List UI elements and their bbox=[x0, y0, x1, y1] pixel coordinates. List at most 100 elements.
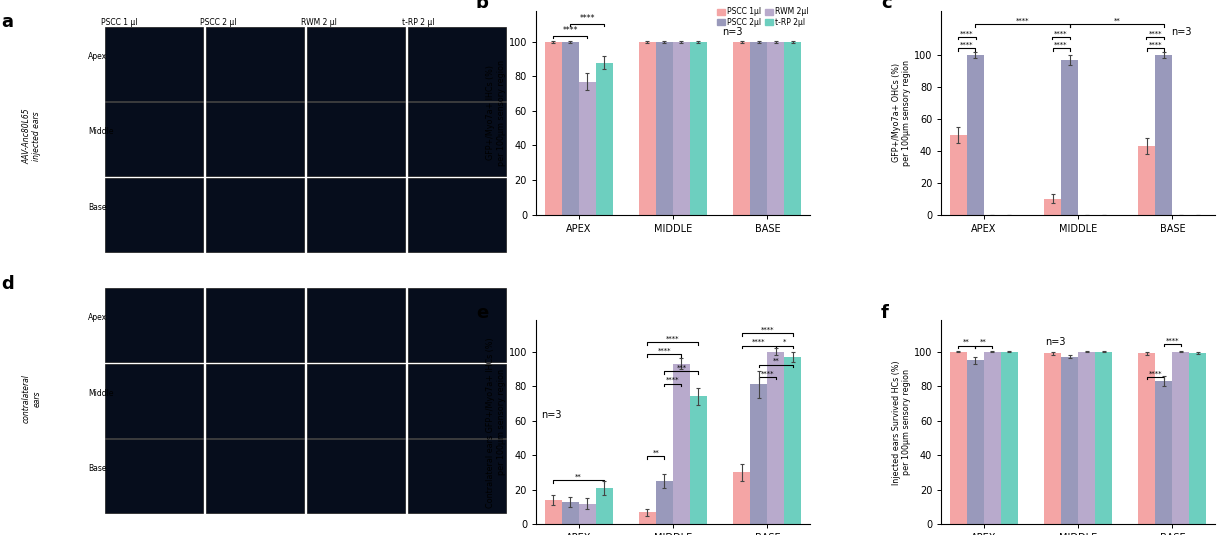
Bar bbox=[579, 503, 596, 524]
Y-axis label: Contralateral ears GFP+/Myo7a+ IHCs (%)
per 100μm sensory region: Contralateral ears GFP+/Myo7a+ IHCs (%) … bbox=[486, 337, 505, 508]
FancyBboxPatch shape bbox=[206, 439, 304, 514]
Text: **: ** bbox=[963, 339, 969, 345]
Text: ****: **** bbox=[563, 26, 578, 35]
Text: n=3: n=3 bbox=[542, 410, 562, 421]
Bar bbox=[673, 42, 690, 215]
Text: ****: **** bbox=[658, 348, 672, 354]
Text: **: ** bbox=[652, 450, 659, 456]
Text: d: d bbox=[1, 275, 13, 293]
Text: ****: **** bbox=[1149, 42, 1162, 48]
FancyBboxPatch shape bbox=[105, 364, 203, 438]
Bar bbox=[967, 360, 984, 524]
Bar bbox=[545, 42, 562, 215]
Bar bbox=[1078, 351, 1095, 524]
Bar bbox=[1172, 351, 1189, 524]
Bar bbox=[673, 364, 690, 524]
FancyBboxPatch shape bbox=[105, 27, 203, 101]
Bar bbox=[1155, 55, 1172, 215]
FancyBboxPatch shape bbox=[408, 178, 507, 251]
FancyBboxPatch shape bbox=[206, 27, 304, 101]
Text: ****: **** bbox=[1016, 18, 1029, 24]
Text: b: b bbox=[476, 0, 488, 12]
Text: ***: *** bbox=[676, 365, 686, 371]
Text: ****: **** bbox=[579, 14, 595, 24]
Bar bbox=[784, 357, 801, 524]
Text: RWM 2 μl: RWM 2 μl bbox=[300, 18, 337, 27]
FancyBboxPatch shape bbox=[105, 102, 203, 176]
Y-axis label: Injected ears Survived HCs (%)
per 100μm sensory region: Injected ears Survived HCs (%) per 100μm… bbox=[891, 360, 911, 485]
FancyBboxPatch shape bbox=[408, 102, 507, 176]
Bar bbox=[1189, 353, 1206, 524]
Text: n=3: n=3 bbox=[1045, 337, 1066, 347]
Text: c: c bbox=[882, 0, 891, 12]
Bar bbox=[1095, 351, 1112, 524]
Bar bbox=[579, 81, 596, 215]
Bar bbox=[1138, 353, 1155, 524]
Bar bbox=[639, 512, 656, 524]
Text: ****: **** bbox=[752, 339, 766, 345]
Text: e: e bbox=[476, 304, 488, 322]
Bar bbox=[1061, 60, 1078, 215]
FancyBboxPatch shape bbox=[408, 439, 507, 514]
FancyBboxPatch shape bbox=[206, 102, 304, 176]
Text: n=3: n=3 bbox=[1171, 27, 1192, 37]
Bar bbox=[984, 351, 1001, 524]
Bar bbox=[950, 135, 967, 215]
Text: ****: **** bbox=[761, 370, 774, 376]
Bar bbox=[690, 396, 707, 524]
FancyBboxPatch shape bbox=[105, 439, 203, 514]
FancyBboxPatch shape bbox=[408, 27, 507, 101]
Bar bbox=[767, 351, 784, 524]
Bar bbox=[562, 502, 579, 524]
Text: **: ** bbox=[773, 358, 779, 364]
Bar bbox=[734, 472, 751, 524]
Text: ****: **** bbox=[667, 336, 680, 342]
FancyBboxPatch shape bbox=[206, 364, 304, 438]
Text: contralateral
ears: contralateral ears bbox=[22, 374, 42, 423]
Text: ****: **** bbox=[761, 327, 774, 333]
FancyBboxPatch shape bbox=[308, 178, 405, 251]
Bar bbox=[545, 500, 562, 524]
Bar bbox=[1001, 351, 1017, 524]
Legend: PSCC 1μl, PSCC 2μl, RWM 2μl, t-RP 2μl: PSCC 1μl, PSCC 2μl, RWM 2μl, t-RP 2μl bbox=[714, 4, 812, 30]
Bar bbox=[690, 42, 707, 215]
Bar bbox=[734, 42, 751, 215]
Text: PSCC 2 μl: PSCC 2 μl bbox=[200, 18, 237, 27]
Text: ****: **** bbox=[1166, 338, 1179, 343]
FancyBboxPatch shape bbox=[105, 288, 203, 362]
Bar bbox=[1044, 353, 1061, 524]
FancyBboxPatch shape bbox=[206, 288, 304, 362]
Text: ****: **** bbox=[667, 377, 680, 383]
Bar bbox=[751, 384, 767, 524]
Bar bbox=[950, 351, 967, 524]
FancyBboxPatch shape bbox=[408, 288, 507, 362]
FancyBboxPatch shape bbox=[308, 364, 405, 438]
Text: **: ** bbox=[1114, 18, 1120, 24]
Text: ****: **** bbox=[1149, 370, 1162, 376]
Text: Apex: Apex bbox=[88, 314, 107, 323]
Text: Apex: Apex bbox=[88, 51, 107, 60]
Bar bbox=[767, 42, 784, 215]
Bar bbox=[1155, 381, 1172, 524]
Bar bbox=[639, 42, 656, 215]
FancyBboxPatch shape bbox=[308, 27, 405, 101]
Bar bbox=[656, 481, 673, 524]
Text: Middle: Middle bbox=[88, 389, 114, 398]
Bar bbox=[1061, 357, 1078, 524]
Bar bbox=[596, 488, 613, 524]
Y-axis label: GFP+/Myo7a+ IHCs (%)
per 100μm sensory region: GFP+/Myo7a+ IHCs (%) per 100μm sensory r… bbox=[486, 59, 505, 166]
Bar bbox=[562, 42, 579, 215]
Text: *: * bbox=[783, 339, 786, 345]
FancyBboxPatch shape bbox=[408, 364, 507, 438]
FancyBboxPatch shape bbox=[105, 178, 203, 251]
FancyBboxPatch shape bbox=[308, 439, 405, 514]
Text: a: a bbox=[1, 13, 13, 31]
Text: n=3: n=3 bbox=[722, 27, 742, 37]
Bar bbox=[784, 42, 801, 215]
Text: Base: Base bbox=[88, 464, 106, 473]
Bar bbox=[751, 42, 767, 215]
Bar bbox=[1138, 146, 1155, 215]
Bar bbox=[967, 55, 984, 215]
FancyBboxPatch shape bbox=[308, 288, 405, 362]
Bar bbox=[1044, 198, 1061, 215]
